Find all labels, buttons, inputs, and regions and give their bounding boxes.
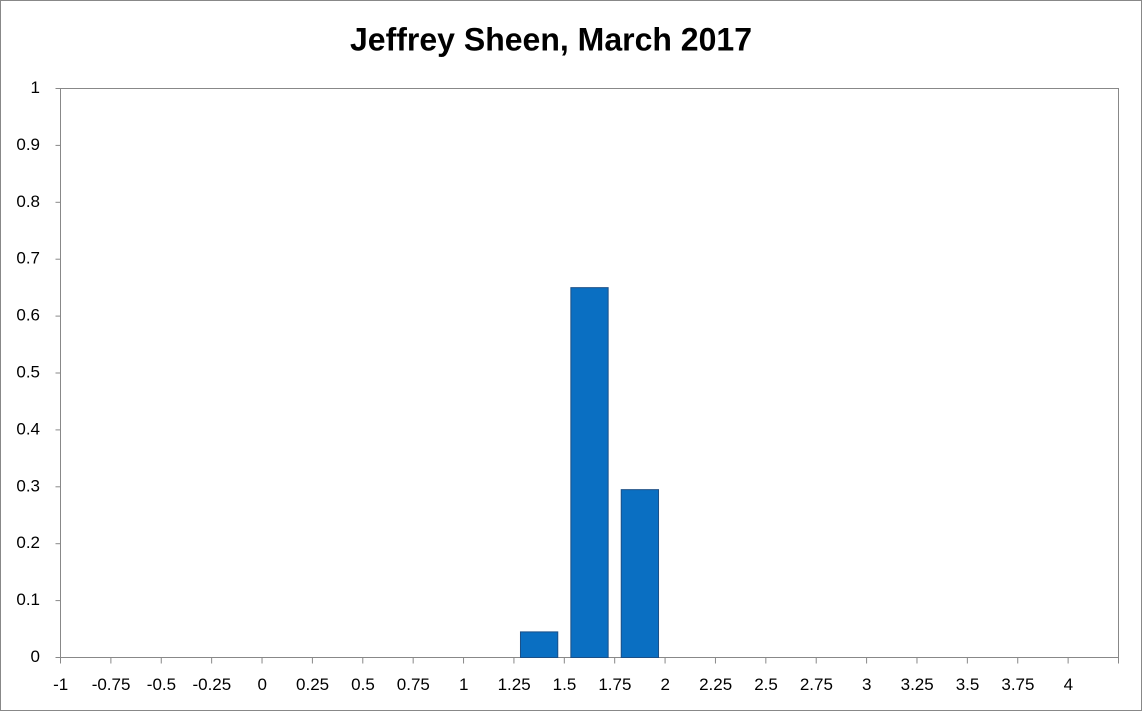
x-tick-label: 1.25 xyxy=(498,675,531,694)
y-tick-label: 0.5 xyxy=(16,362,40,381)
y-tick-label: 0.9 xyxy=(16,135,40,154)
x-tick-label: -1 xyxy=(53,675,68,694)
y-tick-label: 0.2 xyxy=(16,533,40,552)
x-tick-label: 3.25 xyxy=(901,675,934,694)
x-tick-label: 0.5 xyxy=(351,675,375,694)
x-tick-label: 3.75 xyxy=(1001,675,1034,694)
x-tick-label: -0.25 xyxy=(192,675,231,694)
bar xyxy=(570,287,609,658)
x-tick-label: -0.75 xyxy=(92,675,131,694)
y-tick-label: 0.1 xyxy=(16,590,40,609)
x-tick-label: 4 xyxy=(1064,675,1073,694)
x-tick-label: 2.25 xyxy=(699,675,732,694)
y-tick-label: 1 xyxy=(31,78,40,97)
x-tick-label: 3 xyxy=(862,675,871,694)
x-tick-label: 2.75 xyxy=(800,675,833,694)
x-tick-label: 1.5 xyxy=(553,675,577,694)
chart-title: Jeffrey Sheen, March 2017 xyxy=(350,21,752,57)
x-tick-label: 0 xyxy=(257,675,266,694)
x-tick-label: 0.25 xyxy=(296,675,329,694)
y-tick-label: 0.8 xyxy=(16,192,40,211)
x-tick-label: 1 xyxy=(459,675,468,694)
y-tick-label: 0.7 xyxy=(16,249,40,268)
bar xyxy=(519,631,559,659)
y-tick-label: 0.6 xyxy=(16,306,40,325)
y-tick-label: 0.4 xyxy=(16,419,40,438)
bar xyxy=(620,489,660,658)
x-tick-label: 0.75 xyxy=(397,675,430,694)
y-tick-label: 0 xyxy=(31,647,40,666)
y-tick-label: 0.3 xyxy=(16,476,40,495)
x-tick-label: -0.5 xyxy=(147,675,176,694)
x-tick-label: 2.5 xyxy=(754,675,778,694)
x-tick-label: 2 xyxy=(661,675,670,694)
x-tick-label: 3.5 xyxy=(956,675,980,694)
x-tick-label: 1.75 xyxy=(598,675,631,694)
